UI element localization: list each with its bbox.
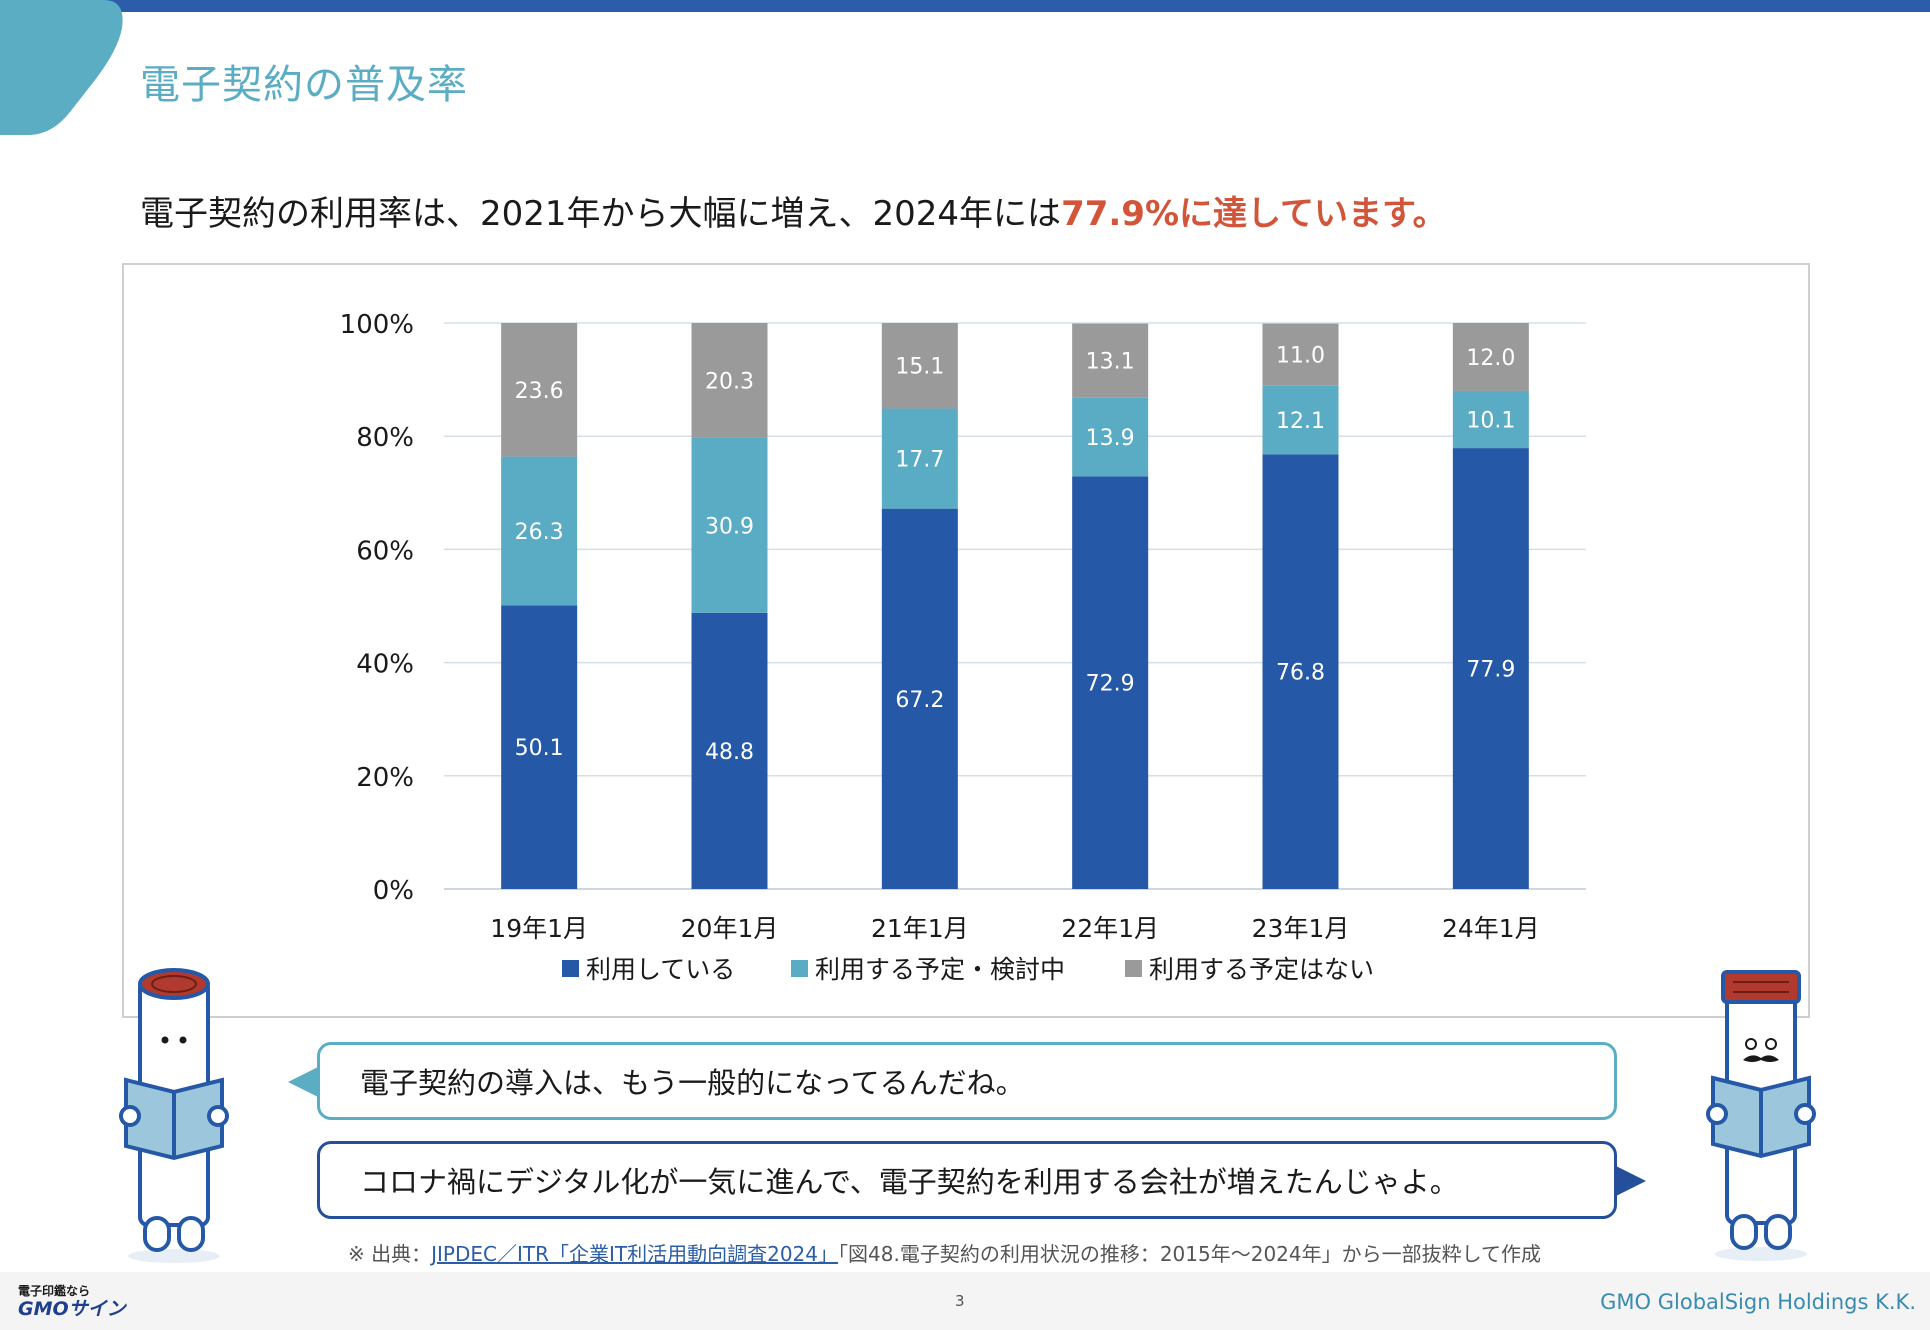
bar-segment — [691, 323, 768, 438]
bar-segment — [1072, 323, 1149, 398]
bar-segment — [1452, 390, 1529, 449]
bar-segment — [881, 508, 958, 889]
source-prefix: ※ 出典： — [348, 1242, 432, 1266]
bar-segment — [501, 323, 578, 457]
bar-segment — [1262, 385, 1339, 455]
mustache-icon — [1743, 1055, 1779, 1062]
legend-swatch — [791, 960, 808, 977]
headline-accent: 77.9%に達しています。 — [1061, 194, 1447, 234]
speech-bubble-1: 電子契約の導入は、もう一般的になってるんだね。 — [317, 1042, 1617, 1120]
bar-segment — [1262, 323, 1339, 386]
data-label: 30.9 — [705, 514, 754, 539]
data-label: 12.1 — [1276, 409, 1325, 434]
bubble-2-pointer — [1614, 1165, 1646, 1197]
bar-segment — [1452, 448, 1529, 889]
x-tick-label: 23年1月 — [1252, 914, 1350, 943]
bar-segment — [1072, 397, 1149, 477]
legend-label: 利用する予定・検討中 — [815, 955, 1065, 984]
top-accent-bar — [0, 0, 1930, 12]
y-tick-label: 100% — [340, 310, 414, 340]
legend-label: 利用する予定はない — [1149, 955, 1374, 984]
mascot-stamp-right — [1706, 970, 1816, 1261]
speech-bubble-2: コロナ禍にデジタル化が一気に進んで、電子契約を利用する会社が増えたんじゃよ。 — [317, 1141, 1617, 1219]
bar-segment — [881, 408, 958, 509]
y-tick-label: 40% — [356, 650, 414, 680]
corner-decoration — [0, 0, 123, 135]
x-tick-label: 19年1月 — [490, 914, 588, 943]
y-tick-label: 80% — [356, 423, 414, 453]
company-name: GMO GlobalSign Holdings K.K. — [1600, 1290, 1916, 1314]
data-label: 23.6 — [515, 379, 564, 404]
headline: 電子契約の利用率は、2021年から大幅に増え、2024年には77.9%に達してい… — [140, 186, 1447, 235]
data-label: 67.2 — [895, 688, 944, 713]
source-suffix: 「図48.電子契約の利用状況の推移：2015年～2024年」から一部抜粋して作成 — [838, 1242, 1542, 1266]
x-tick-label: 22年1月 — [1061, 914, 1159, 943]
data-label: 72.9 — [1086, 672, 1135, 697]
mascot-shadow — [128, 1249, 220, 1263]
bar-segment — [501, 456, 578, 606]
chart-frame: 0% 20% 40% 60% 80% 100% 50.1 26.3 23.6 19年1月 48.8 3… — [122, 263, 1810, 1018]
y-tick-label: 0% — [373, 876, 414, 906]
data-label: 13.1 — [1086, 350, 1135, 375]
monocle-eye-icon — [1745, 1038, 1757, 1050]
data-label: 11.0 — [1276, 344, 1325, 369]
legend-swatch — [1125, 960, 1142, 977]
eye-icon — [161, 1036, 169, 1044]
bar-segment — [691, 437, 768, 613]
mascot-shadow — [1715, 1247, 1807, 1261]
x-tick-label: 24年1月 — [1442, 914, 1540, 943]
bar-segment — [1262, 454, 1339, 889]
data-label: 48.8 — [705, 740, 754, 765]
page-number: 3 — [955, 1292, 965, 1310]
data-label: 50.1 — [515, 736, 564, 761]
bar-segment — [1072, 476, 1149, 889]
stacked-bar-chart: 0% 20% 40% 60% 80% 100% 50.1 26.3 23.6 19年1月 48.8 3… — [340, 310, 1586, 984]
bar-segment — [1452, 323, 1529, 391]
data-label: 76.8 — [1276, 661, 1325, 686]
y-tick-label: 20% — [356, 763, 414, 793]
x-tick-label: 21年1月 — [871, 914, 969, 943]
legend-swatch — [562, 960, 579, 977]
bar-segment — [881, 323, 958, 409]
data-label: 77.9 — [1466, 658, 1515, 683]
x-tick-label: 20年1月 — [681, 914, 779, 943]
eye-icon — [179, 1036, 187, 1044]
bar-segment — [691, 612, 768, 889]
data-label: 20.3 — [705, 369, 754, 394]
data-label: 15.1 — [895, 355, 944, 380]
data-label: 10.1 — [1466, 409, 1515, 434]
footer-bar — [0, 1272, 1930, 1330]
page-title: 電子契約の普及率 — [140, 62, 468, 108]
logo-wordmark: GMOサイン — [18, 1298, 126, 1320]
headline-lead: 電子契約の利用率は、2021年から大幅に増え、2024年には — [140, 194, 1062, 234]
footer-logo: 電子印鑑なら GMOサイン — [18, 1284, 126, 1320]
data-label: 17.7 — [895, 448, 944, 473]
bubble-1-pointer — [288, 1066, 320, 1098]
logo-tagline: 電子印鑑なら — [18, 1284, 91, 1298]
monocle-eye-icon — [1765, 1038, 1777, 1050]
data-label: 13.9 — [1086, 426, 1135, 451]
legend-label: 利用している — [586, 955, 735, 984]
mascot-stamp-left — [119, 968, 229, 1263]
data-label: 26.3 — [515, 520, 564, 545]
data-label: 12.0 — [1466, 346, 1515, 371]
source-link[interactable]: JIPDEC／ITR「企業IT利活用動向調査2024」 — [431, 1242, 839, 1266]
bar-segment — [501, 605, 578, 889]
source-note: ※ 出典：JIPDEC／ITR「企業IT利活用動向調査2024」「図48.電子契… — [348, 1238, 1541, 1267]
y-tick-label: 60% — [356, 536, 414, 566]
